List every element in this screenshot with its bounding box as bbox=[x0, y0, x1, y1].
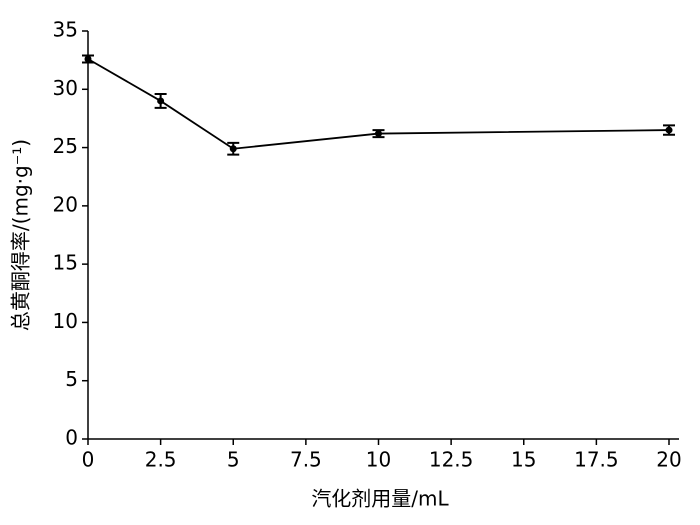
y-axis-label: 总黄酮得率/(mg·g⁻¹) bbox=[9, 139, 33, 331]
y-tick-label: 10 bbox=[53, 309, 78, 333]
y-tick-label: 25 bbox=[53, 134, 78, 158]
x-tick-label: 5 bbox=[227, 448, 240, 472]
x-tick-label: 7.5 bbox=[290, 448, 322, 472]
y-tick-label: 30 bbox=[53, 76, 78, 100]
y-tick-label: 15 bbox=[53, 251, 78, 275]
x-tick-label: 2.5 bbox=[145, 448, 177, 472]
x-axis-label: 汽化剂用量/mL bbox=[311, 487, 449, 511]
y-tick-label: 5 bbox=[65, 367, 78, 391]
x-tick-label: 20 bbox=[656, 448, 681, 472]
x-tick-label: 15 bbox=[511, 448, 536, 472]
point bbox=[229, 145, 237, 153]
point bbox=[375, 130, 382, 138]
x-tick-label: 12.5 bbox=[429, 448, 474, 472]
point bbox=[84, 55, 92, 63]
x-tick-label: 10 bbox=[366, 448, 391, 472]
x-tick-label: 0 bbox=[82, 448, 95, 472]
y-tick-label: 35 bbox=[53, 18, 78, 42]
y-tick-label: 0 bbox=[65, 426, 78, 450]
y-tick-label: 20 bbox=[53, 192, 78, 216]
x-tick-label: 17.5 bbox=[574, 448, 619, 472]
point bbox=[157, 97, 165, 105]
point bbox=[665, 126, 673, 134]
